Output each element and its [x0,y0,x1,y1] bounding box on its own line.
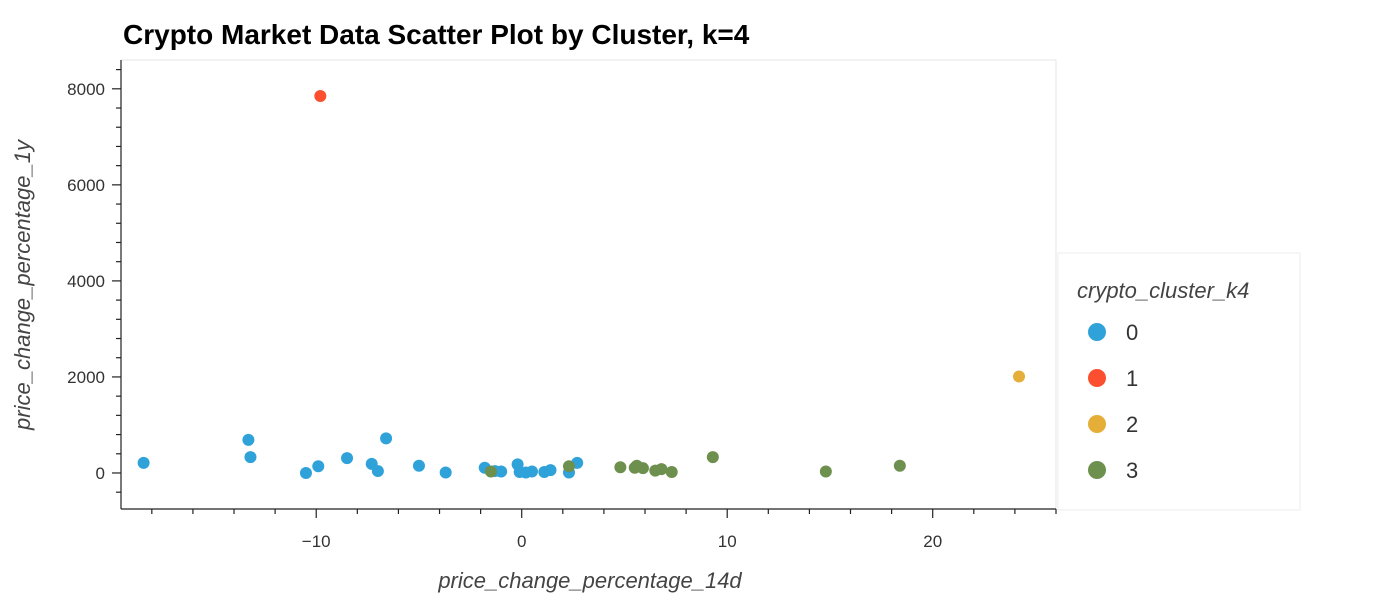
data-point-cluster-2 [1013,370,1026,383]
legend-marker-cluster-0 [1088,323,1106,341]
data-point-cluster-0 [439,466,452,479]
data-point-cluster-3 [636,462,649,475]
data-point-cluster-0 [244,451,257,464]
x-tick-label: 20 [923,532,942,551]
y-axis-label: price_change_percentage_1y [10,138,35,431]
y-tick-label: 4000 [67,272,105,291]
data-point-cluster-0 [137,456,150,469]
data-point-cluster-0 [242,433,255,446]
data-point-cluster-3 [819,465,832,478]
data-point-cluster-0 [371,465,384,478]
x-axis-label: price_change_percentage_14d [437,568,742,593]
data-point-cluster-3 [655,463,668,476]
y-tick-label: 6000 [67,176,105,195]
y-axis: 0 2000 4000 6000 8000 [67,60,122,509]
legend-label-cluster-1: 1 [1126,366,1138,391]
data-point-cluster-0 [312,460,325,473]
data-point-cluster-3 [706,451,719,464]
y-tick-label: 0 [96,464,105,483]
data-point-cluster-3 [665,466,678,479]
data-point-cluster-3 [893,459,906,472]
data-point-cluster-0 [412,459,425,472]
legend-label-cluster-0: 0 [1126,320,1138,345]
legend-title: crypto_cluster_k4 [1077,278,1249,303]
data-point-cluster-0 [495,465,508,478]
data-point-cluster-0 [380,432,393,445]
legend-marker-cluster-2 [1088,415,1106,433]
legend: crypto_cluster_k4 0 1 2 3 [1057,252,1301,511]
y-tick-label: 2000 [67,368,105,387]
x-tick-label: 0 [517,532,526,551]
data-point-cluster-3 [562,460,575,473]
legend-marker-cluster-1 [1088,369,1106,387]
legend-label-cluster-3: 3 [1126,458,1138,483]
legend-marker-cluster-3 [1088,461,1106,479]
data-point-cluster-3 [484,465,497,478]
y-tick-label: 8000 [67,80,105,99]
data-point-cluster-0 [341,452,354,465]
chart-title: Crypto Market Data Scatter Plot by Clust… [123,19,750,50]
data-point-cluster-1 [314,90,327,103]
data-points [137,90,1026,479]
data-point-cluster-0 [544,464,557,477]
x-tick-label: −10 [302,532,331,551]
plot-area [120,59,1057,510]
legend-label-cluster-2: 2 [1126,412,1138,437]
x-tick-label: 10 [718,532,737,551]
data-point-cluster-0 [525,465,538,478]
data-point-cluster-3 [614,461,627,474]
x-axis: −10 0 10 20 [121,508,1057,551]
data-point-cluster-0 [299,466,312,479]
